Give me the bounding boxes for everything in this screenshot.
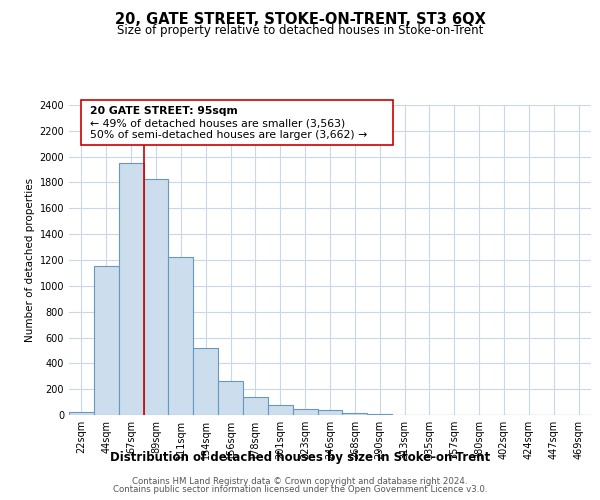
- Bar: [69, 412, 94, 415]
- Bar: [293, 408, 317, 415]
- Text: Contains public sector information licensed under the Open Government Licence v3: Contains public sector information licen…: [113, 486, 487, 494]
- Text: Size of property relative to detached houses in Stoke-on-Trent: Size of property relative to detached ho…: [117, 24, 483, 37]
- Text: ← 49% of detached houses are smaller (3,563): ← 49% of detached houses are smaller (3,…: [90, 118, 345, 128]
- Bar: [193, 348, 218, 415]
- Bar: [143, 178, 169, 415]
- Text: Distribution of detached houses by size in Stoke-on-Trent: Distribution of detached houses by size …: [110, 451, 490, 464]
- Bar: [119, 163, 143, 415]
- Y-axis label: Number of detached properties: Number of detached properties: [25, 178, 35, 342]
- Bar: [317, 410, 343, 415]
- Text: 20, GATE STREET, STOKE-ON-TRENT, ST3 6QX: 20, GATE STREET, STOKE-ON-TRENT, ST3 6QX: [115, 12, 485, 28]
- Text: 50% of semi-detached houses are larger (3,662) →: 50% of semi-detached houses are larger (…: [90, 130, 367, 140]
- Bar: [343, 413, 367, 415]
- Bar: [367, 414, 392, 415]
- Bar: [268, 406, 293, 415]
- Text: 20 GATE STREET: 95sqm: 20 GATE STREET: 95sqm: [90, 106, 238, 117]
- Bar: [243, 397, 268, 415]
- Bar: [169, 258, 193, 415]
- Text: Contains HM Land Registry data © Crown copyright and database right 2024.: Contains HM Land Registry data © Crown c…: [132, 476, 468, 486]
- Bar: [218, 381, 243, 415]
- Bar: [94, 266, 119, 415]
